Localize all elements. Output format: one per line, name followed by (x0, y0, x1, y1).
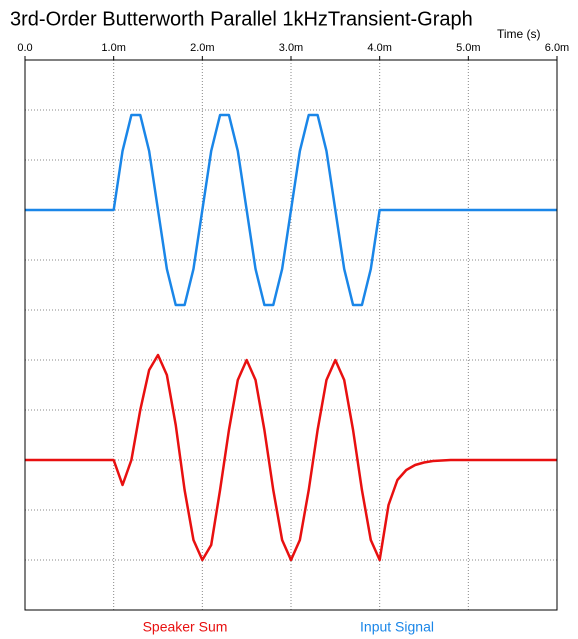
grid (24, 56, 558, 611)
plot-border (24, 59, 558, 611)
x-tick-label: 1.0m (101, 42, 125, 54)
series-line (25, 353, 557, 562)
x-tick-label: 4.0m (367, 42, 391, 54)
legend-entry: Speaker Sum (143, 619, 228, 635)
x-tick-label: 3.0m (279, 42, 303, 54)
x-tick-label: 6.0m (545, 42, 569, 54)
chart-title: 3rd-Order Butterworth Parallel 1kHzTrans… (10, 8, 473, 30)
plot-area (25, 113, 557, 562)
series-line (25, 113, 557, 307)
x-tick-label: 2.0m (190, 42, 214, 54)
x-tick-label: 0.0 (17, 42, 32, 54)
legend-entry: Input Signal (360, 619, 434, 635)
x-axis-label: Time (s) (497, 27, 541, 41)
x-tick-label: 5.0m (456, 42, 480, 54)
